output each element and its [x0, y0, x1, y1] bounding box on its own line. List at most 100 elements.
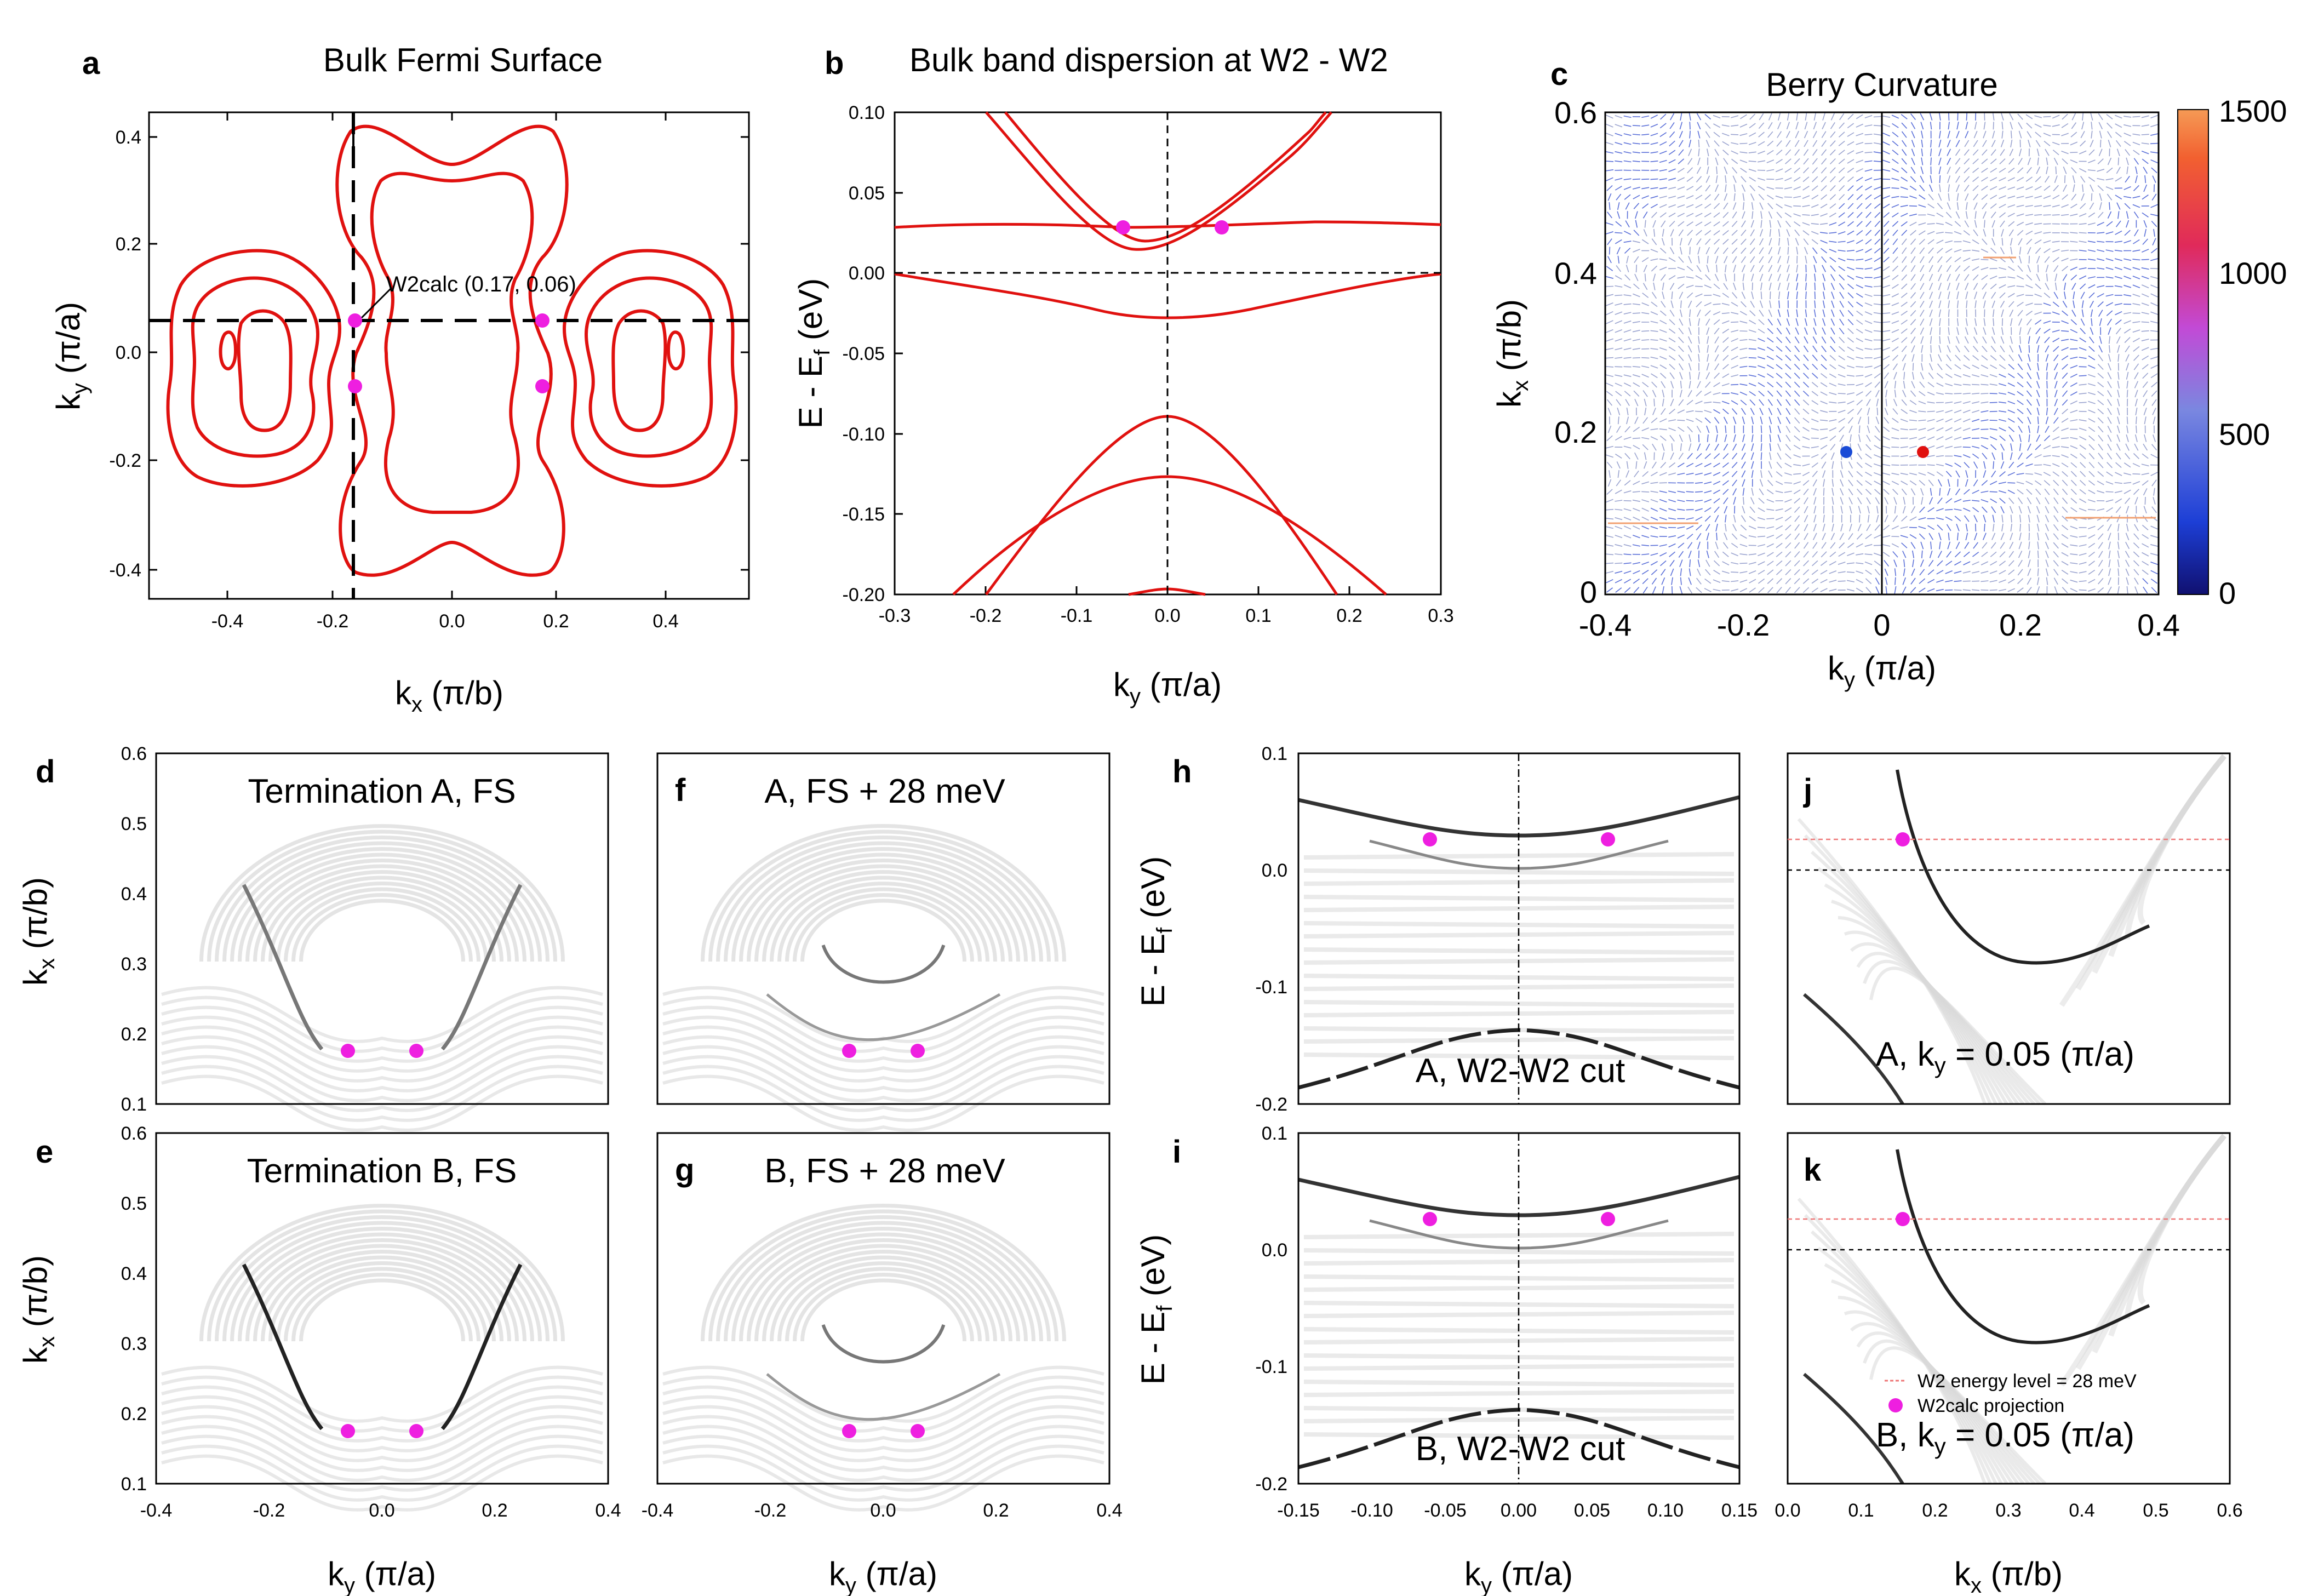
berry-vector	[2036, 514, 2040, 523]
berry-vector	[1936, 392, 1944, 395]
berry-vector	[2052, 241, 2060, 243]
berry-vector	[1660, 274, 1666, 281]
berry-vector	[1829, 241, 1837, 243]
berry-vector	[2097, 508, 2105, 511]
berry-vector	[1856, 328, 1863, 334]
berry-vector	[1965, 122, 1968, 130]
berry-vector	[1936, 419, 1944, 422]
berry-vector	[1891, 178, 1899, 181]
berry-vector	[2028, 559, 2031, 568]
berry-vector	[1992, 327, 1995, 335]
berry-vector	[1668, 178, 1676, 181]
berry-vector	[1623, 160, 1632, 163]
berry-vector	[2117, 416, 2120, 425]
berry-vector	[1821, 194, 1828, 200]
berry-vector	[2018, 318, 2023, 326]
berry-vector	[2018, 541, 2022, 550]
berry-vector	[1795, 318, 1799, 326]
berry-vector	[1678, 363, 1684, 370]
berry-vector	[1606, 115, 1613, 119]
berry-vector	[2141, 134, 2149, 135]
panel-c-title: Berry Curvature	[1766, 66, 1997, 103]
berry-vector	[2134, 577, 2139, 585]
berry-vector	[1632, 562, 1640, 565]
berry-vector	[1775, 168, 1783, 173]
berry-vector	[1989, 436, 1997, 441]
berry-vector	[1910, 506, 1916, 513]
berry-vector	[2054, 282, 2057, 290]
berry-vector	[1650, 161, 1658, 162]
berry-vector	[1759, 479, 1764, 487]
berry-vector	[1687, 158, 1693, 165]
berry-vector	[2153, 488, 2155, 496]
berry-vector	[1687, 167, 1693, 174]
berry-vector	[2107, 586, 2112, 594]
weyl-point	[348, 379, 362, 393]
berry-vector	[2133, 346, 2140, 352]
berry-vector	[1605, 518, 1614, 520]
berry-vector	[1804, 497, 1808, 505]
berry-vector	[2088, 489, 2096, 494]
berry-vector	[2114, 249, 2122, 252]
berry-vector	[1635, 265, 1638, 273]
berry-vector	[1731, 338, 1738, 342]
berry-vector	[1786, 229, 1790, 237]
berry-vector	[1739, 534, 1747, 539]
berry-vector	[2045, 265, 2049, 273]
berry-vector	[1938, 354, 1942, 362]
berry-vector	[1787, 291, 1789, 300]
weyl-projection	[911, 1424, 925, 1438]
berry-vector	[2142, 480, 2149, 486]
berry-vector	[1624, 391, 1631, 397]
berry-vector	[1713, 382, 1720, 387]
bulk-projection	[161, 1425, 603, 1482]
berry-vector	[1606, 526, 1613, 529]
berry-vector	[1794, 345, 1800, 352]
panel-i-label: i	[1172, 1134, 1181, 1170]
berry-vector	[1993, 318, 1994, 326]
berry-vector	[1830, 283, 1835, 290]
berry-vector	[2105, 178, 2114, 181]
berry-vector	[1945, 445, 1953, 449]
berry-vector	[2107, 434, 2112, 442]
berry-vector	[1661, 443, 1665, 451]
berry-vector	[1972, 345, 1979, 352]
berry-vector	[2062, 506, 2068, 513]
berry-vector	[1882, 552, 1890, 557]
berry-vector	[1981, 589, 1989, 591]
berry-vector	[1822, 327, 1826, 335]
berry-vector	[1812, 479, 1817, 487]
tick-label: 0.10	[849, 102, 885, 123]
berry-vector	[2080, 471, 2086, 477]
berry-vector	[1741, 301, 1747, 307]
weyl-projection	[842, 1044, 856, 1058]
berry-vector	[2142, 238, 2148, 245]
berry-vector	[1892, 265, 1899, 272]
berry-vector	[1642, 382, 1649, 387]
berry-vector	[1659, 552, 1667, 557]
berry-vector	[1821, 551, 1827, 558]
berry-vector	[1939, 112, 1941, 121]
berry-vector	[2070, 258, 2078, 261]
berry-vector	[2123, 116, 2132, 118]
berry-vector	[2045, 148, 2050, 156]
berry-vector	[1927, 507, 1934, 512]
berry-vector	[1662, 282, 1664, 290]
berry-vector	[1865, 480, 1872, 485]
berry-vector	[1910, 230, 1916, 236]
berry-vector	[1704, 221, 1712, 226]
berry-vector	[1715, 523, 1718, 531]
berry-vector	[1989, 393, 1997, 394]
berry-vector	[1668, 346, 1676, 352]
berry-vector	[2150, 276, 2159, 279]
berry-vector	[1875, 577, 1880, 585]
berry-vector	[2045, 345, 2050, 353]
berry-vector	[1811, 185, 1818, 191]
berry-vector	[1749, 506, 1755, 513]
berry-vector	[1687, 390, 1692, 397]
berry-vector	[1955, 273, 1960, 281]
berry-vector	[1731, 364, 1738, 369]
weyl-projection	[911, 1044, 925, 1058]
berry-vector	[1659, 329, 1667, 333]
berry-vector	[2107, 443, 2112, 451]
